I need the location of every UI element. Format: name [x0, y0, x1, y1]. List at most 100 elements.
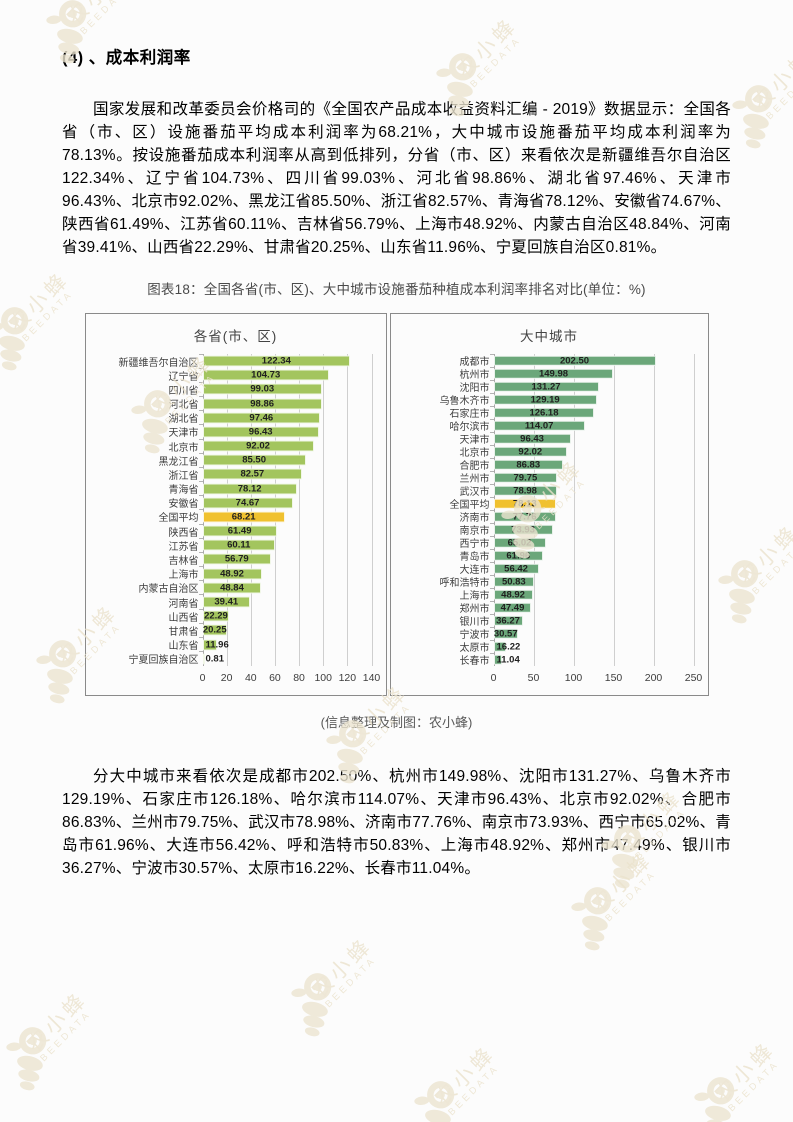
chart-row: 郑州市 47.49 — [391, 600, 708, 615]
category-label: 江苏省 — [168, 541, 199, 553]
bar — [202, 468, 303, 480]
bar — [202, 653, 205, 665]
category-label: 上海市 — [459, 591, 490, 602]
chart-row: 北京市 92.02 — [391, 444, 708, 459]
value-label: 50.83 — [501, 576, 526, 587]
bar-track: 48.92 — [198, 566, 372, 581]
chart-row: 石家庄市 126.18 — [391, 405, 708, 420]
bar-track: 96.43 — [198, 424, 372, 439]
bar-track: 82.57 — [198, 466, 372, 481]
value-label: 39.41 — [214, 596, 239, 608]
bar-track: 92.02 — [198, 438, 372, 453]
category-label: 沈阳市 — [459, 383, 490, 394]
chart-row: 新疆维吾尔自治区 122.34 — [86, 353, 386, 369]
category-label: 太原市 — [459, 643, 490, 654]
gridline — [274, 354, 276, 666]
bar-track: 104.73 — [198, 367, 372, 382]
chart-row: 陕西省 61.49 — [86, 523, 386, 539]
bar-track: 0.81 — [198, 651, 372, 666]
bee-logo-icon — [414, 1081, 455, 1122]
gridline — [323, 354, 325, 666]
chart-row: 江苏省 60.11 — [86, 537, 386, 553]
bar-track: 73.93 — [489, 522, 694, 536]
chart-row: 河南省 39.41 — [86, 594, 386, 610]
value-label: 79.75 — [513, 472, 538, 483]
value-label: 48.92 — [220, 568, 244, 580]
chart-row: 河北省 98.86 — [86, 396, 386, 411]
figure-chart: 各省(市、区) 新疆维吾尔自治区 122.34 辽宁省 104.73 四川省 99.03 河… — [84, 313, 709, 696]
chart-cities-plot: 成都市 202.50 杭州市 149.98 沈阳市 131.27 乌鲁木齐市 129.19 石家… — [391, 353, 708, 689]
value-label: 85.50 — [242, 454, 266, 466]
x-axis-tick-label: 100 — [314, 671, 332, 684]
bar-national-average — [202, 511, 285, 523]
bee-logo-icon — [291, 973, 332, 1037]
category-label: 杭州市 — [459, 370, 490, 381]
value-label: 126.18 — [529, 407, 559, 418]
bar-track: 39.41 — [198, 594, 372, 609]
value-label: 97.46 — [249, 412, 274, 424]
category-label: 北京市 — [168, 442, 199, 454]
paragraph-provinces: 国家发展和改革委员会价格司的《全国农产品成本收益资料汇编 - 2019》数据显示… — [62, 101, 731, 256]
chart-provinces-plot: 新疆维吾尔自治区 122.34 辽宁省 104.73 四川省 99.03 河北省 98.86 湖… — [86, 353, 386, 689]
bar — [202, 610, 230, 622]
x-axis-tick-label: 80 — [293, 671, 305, 684]
bee-logo-icon — [694, 1077, 735, 1122]
value-label: 47.49 — [500, 602, 525, 613]
value-label: 78.98 — [513, 485, 537, 496]
bar-track: 50.83 — [489, 574, 694, 588]
bar — [202, 525, 277, 537]
bar — [493, 563, 539, 574]
category-label: 大连市 — [459, 565, 490, 576]
bar-track: 202.50 — [489, 353, 694, 367]
x-axis: 0 20 40 60 80 100 120 140 — [200, 668, 381, 689]
chart-row: 宁夏回族自治区 0.81 — [86, 651, 386, 666]
bar — [202, 568, 262, 580]
gridline — [202, 354, 204, 666]
category-label: 河南省 — [168, 598, 199, 610]
category-label: 陕西省 — [168, 527, 199, 539]
bar — [493, 394, 597, 405]
category-label: 西宁市 — [459, 539, 490, 550]
value-label: 92.02 — [518, 446, 543, 457]
value-label: 16.22 — [496, 641, 521, 652]
bar-track: 61.96 — [489, 548, 694, 562]
bar — [493, 433, 571, 444]
category-label: 宁波市 — [459, 630, 490, 641]
chart-row: 安徽省 74.67 — [86, 495, 386, 510]
value-label: 202.50 — [559, 355, 590, 366]
x-axis-tick-label: 140 — [362, 671, 381, 684]
bars-area: 成都市 202.50 杭州市 149.98 沈阳市 131.27 乌鲁木齐市 129.19 石家… — [391, 353, 708, 667]
chart-row: 乌鲁木齐市 129.19 — [391, 392, 708, 407]
bar — [202, 639, 217, 651]
chart-row: 浙江省 82.57 — [86, 466, 386, 482]
bar-track: 114.07 — [489, 418, 694, 432]
bar — [493, 472, 558, 483]
value-label: 65.02 — [507, 537, 532, 548]
chart-row: 合肥市 86.83 — [391, 457, 708, 472]
x-axis-tick-label: 100 — [564, 672, 583, 684]
bar — [202, 596, 251, 608]
bar — [493, 602, 532, 613]
value-label: 82.57 — [240, 468, 265, 480]
chart-row: 天津市 96.43 — [86, 424, 386, 439]
chart-cities-title: 大中城市 — [520, 329, 578, 344]
bar — [202, 624, 227, 636]
bar-track: 86.83 — [489, 457, 694, 471]
value-label: 0.81 — [205, 653, 225, 665]
bar-track: 96.43 — [489, 431, 694, 445]
bar — [493, 459, 563, 470]
value-label: 149.98 — [538, 368, 569, 379]
category-label: 青岛市 — [459, 552, 490, 563]
category-label: 辽宁省 — [168, 371, 199, 383]
value-label: 99.03 — [250, 383, 275, 395]
category-label: 郑州市 — [459, 604, 490, 615]
value-label: 11.96 — [205, 639, 229, 651]
chart-row: 宁波市 30.57 — [391, 626, 708, 641]
bar — [493, 576, 535, 587]
